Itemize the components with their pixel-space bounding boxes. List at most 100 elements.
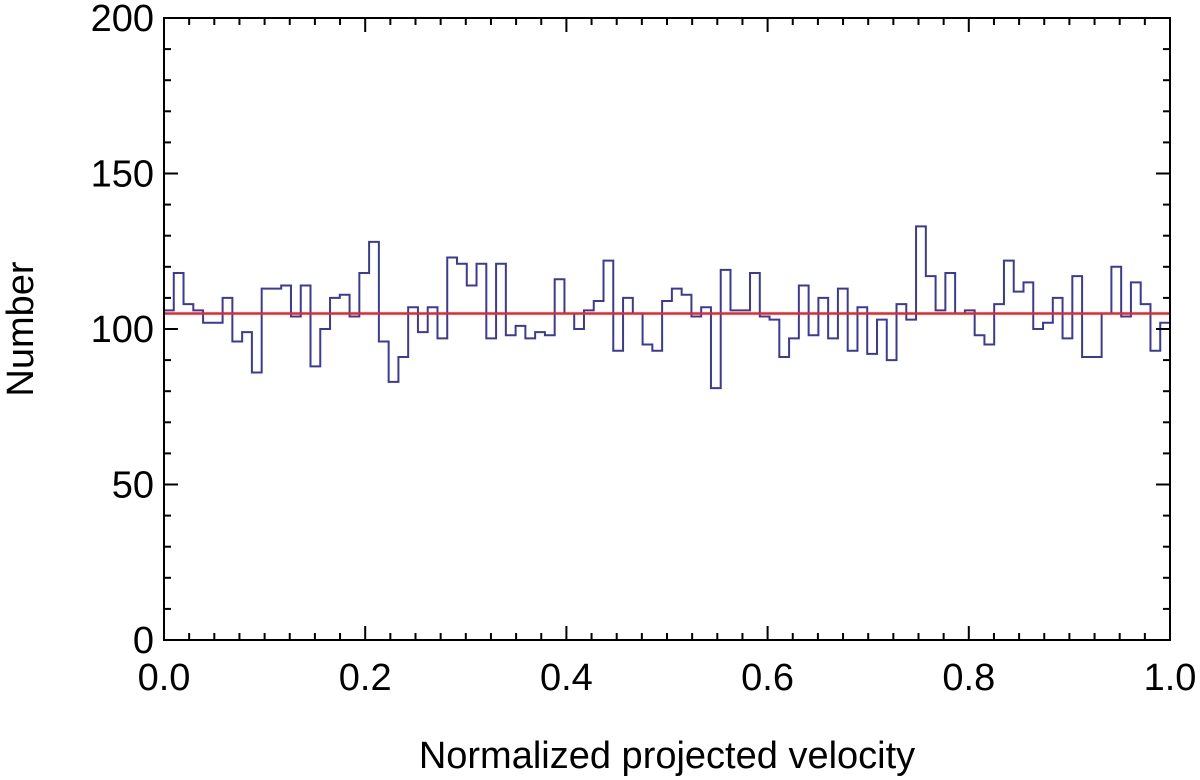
- histogram-bin: [232, 341, 242, 640]
- histogram-bin: [516, 326, 526, 640]
- histogram-bin: [525, 338, 535, 640]
- histogram-bin: [564, 313, 574, 640]
- histogram-bin: [242, 332, 252, 640]
- histogram-bin: [623, 298, 633, 640]
- histogram-bin: [379, 341, 389, 640]
- histogram-bin: [311, 366, 321, 640]
- histogram-bin: [1023, 282, 1033, 640]
- histogram-bin: [271, 289, 281, 640]
- histogram-bin: [789, 338, 799, 640]
- histogram-bin: [320, 329, 330, 640]
- x-axis-title: Normalized projected velocity: [419, 735, 915, 777]
- histogram-bin: [555, 279, 565, 640]
- histogram-bin: [506, 335, 516, 640]
- histogram-bin: [604, 261, 614, 640]
- histogram-bin: [936, 310, 946, 640]
- histogram-bin: [281, 285, 291, 640]
- histogram-bin: [740, 310, 750, 640]
- histogram-bin: [672, 289, 682, 640]
- histogram-bin: [779, 357, 789, 640]
- histogram-bin: [897, 304, 907, 640]
- histogram-bin: [340, 295, 350, 640]
- histogram-bin: [916, 226, 926, 640]
- histogram-bin: [447, 257, 457, 640]
- y-tick-label: 100: [91, 309, 154, 351]
- histogram-bin: [457, 264, 467, 640]
- histogram-bin: [828, 338, 838, 640]
- histogram-bin: [1111, 267, 1121, 640]
- histogram-bin: [350, 317, 360, 640]
- histogram-bin: [330, 298, 340, 640]
- histogram-bin: [750, 273, 760, 640]
- histogram-bin: [1004, 261, 1014, 640]
- histogram-bin: [1141, 304, 1151, 640]
- x-axis-tick-labels: 0.0 0.2 0.4 0.6 0.8 1.0: [138, 657, 1197, 699]
- histogram-bin: [301, 285, 311, 640]
- histogram-bin: [584, 310, 594, 640]
- histogram-bin: [1102, 313, 1112, 640]
- histogram-bin: [477, 264, 487, 640]
- histogram-bin: [437, 338, 447, 640]
- histogram-bin: [975, 335, 985, 640]
- histogram-bin: [203, 323, 213, 640]
- histogram-bin: [906, 320, 916, 640]
- histogram-bin: [1053, 298, 1063, 640]
- histogram-bin: [877, 320, 887, 640]
- histogram-bin: [857, 307, 867, 640]
- histogram-bin: [1121, 317, 1131, 640]
- histogram-bin: [809, 335, 819, 640]
- y-tick-label: 200: [91, 0, 154, 40]
- histogram-bin: [467, 285, 477, 640]
- histogram-bin: [818, 298, 828, 640]
- histogram-bin: [887, 360, 897, 640]
- histogram-bin: [838, 289, 848, 640]
- histogram-bin: [1082, 357, 1092, 640]
- x-tick-label: 0.2: [339, 657, 392, 699]
- histogram-bin: [1043, 323, 1053, 640]
- histogram-bin: [682, 295, 692, 640]
- histogram-step-line: [164, 225, 1170, 390]
- x-tick-label: 0.0: [138, 657, 191, 699]
- x-tick-label: 0.6: [741, 657, 794, 699]
- histogram-bin: [760, 317, 770, 640]
- histogram-bin: [613, 351, 623, 640]
- histogram-bin: [291, 317, 301, 640]
- histogram-bin: [184, 304, 194, 640]
- histogram-bin: [262, 289, 272, 640]
- histogram-bin: [213, 323, 223, 640]
- histogram-bin: [1092, 357, 1102, 640]
- histogram-bin: [1150, 351, 1160, 640]
- histogram-bin: [994, 304, 1004, 640]
- histogram-bin: [770, 320, 780, 640]
- histogram-bin: [965, 310, 975, 640]
- x-tick-label: 1.0: [1144, 657, 1197, 699]
- histogram-bin: [1063, 338, 1073, 640]
- histogram-bin: [721, 270, 731, 640]
- y-axis-tick-labels: 0 50 100 150 200: [91, 0, 154, 662]
- histogram-bin: [799, 285, 809, 640]
- histogram-bin: [574, 329, 584, 640]
- histogram-bin: [1014, 292, 1024, 640]
- histogram-bin: [389, 382, 399, 640]
- x-tick-label: 0.8: [942, 657, 995, 699]
- histogram-bin: [1072, 276, 1082, 640]
- histogram-bin: [945, 273, 955, 640]
- histogram-bin: [633, 313, 643, 640]
- histogram-bin: [848, 351, 858, 640]
- histogram-bin: [486, 338, 496, 640]
- histogram-bin: [984, 345, 994, 640]
- histogram-bin: [545, 335, 555, 640]
- y-axis-title: Number: [0, 261, 42, 396]
- histogram-bin: [428, 307, 438, 640]
- histogram-bin: [496, 264, 506, 640]
- histogram-bin: [926, 276, 936, 640]
- y-tick-label: 50: [112, 465, 154, 507]
- histogram-bin: [955, 313, 965, 640]
- y-tick-label: 150: [91, 154, 154, 196]
- histogram-bin: [594, 301, 604, 640]
- histogram-bin: [730, 310, 740, 640]
- histogram-bin: [662, 301, 672, 640]
- x-tick-label: 0.4: [540, 657, 593, 699]
- histogram-bin: [252, 373, 262, 640]
